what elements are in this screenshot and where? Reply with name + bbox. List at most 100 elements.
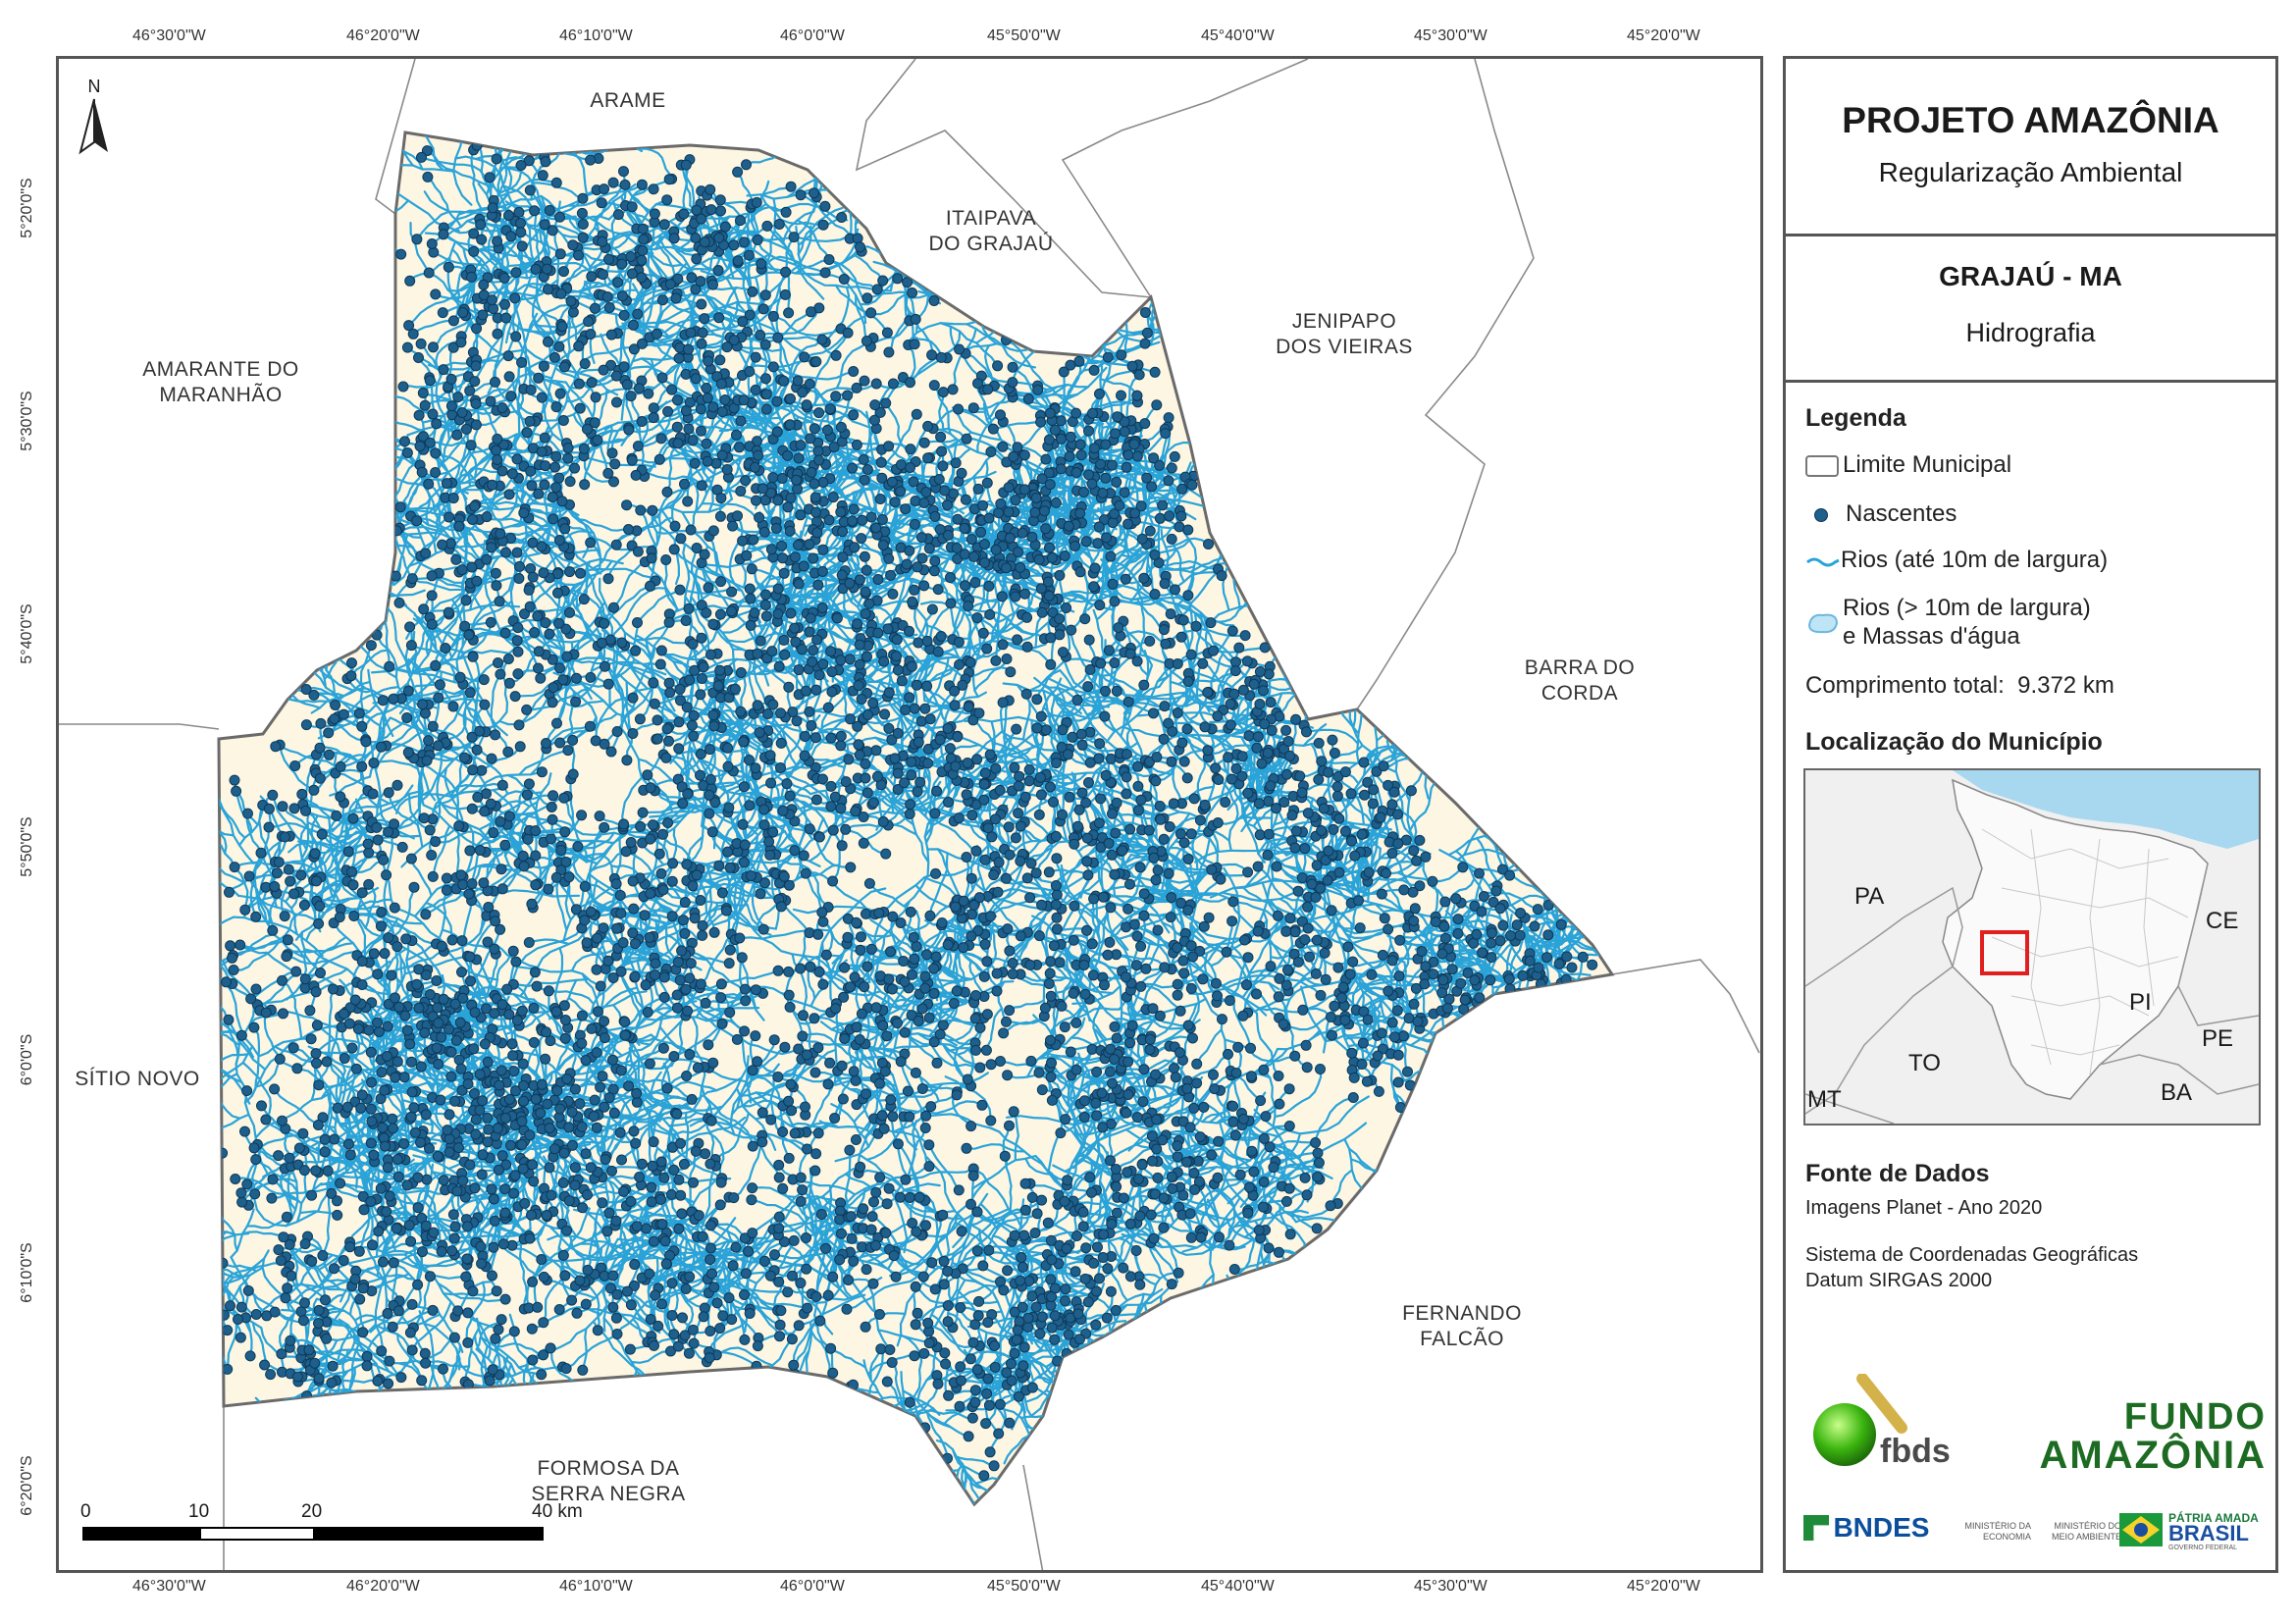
river-segment xyxy=(1351,918,1411,945)
river-segment xyxy=(957,1535,986,1570)
river-segment xyxy=(413,1429,441,1474)
river-segment xyxy=(430,59,468,113)
river-segment xyxy=(286,938,308,1001)
neighbor-boundaries xyxy=(59,59,1760,1570)
river-segment xyxy=(219,1333,222,1376)
river-segment xyxy=(254,808,273,871)
river-segment xyxy=(180,1089,188,1171)
river-segment xyxy=(219,916,235,972)
river-segment xyxy=(425,901,454,942)
river-segment xyxy=(497,1402,527,1437)
river-segment xyxy=(129,1021,182,1036)
river-segment xyxy=(1212,1188,1278,1250)
river-segment xyxy=(303,948,362,983)
river-segment xyxy=(431,1419,499,1430)
river-segment xyxy=(155,812,174,844)
river-segment xyxy=(143,1146,193,1186)
river-segment xyxy=(233,941,280,971)
river-segment xyxy=(737,134,773,140)
river-segment xyxy=(483,1384,516,1408)
river-segment xyxy=(864,913,909,946)
river-segment xyxy=(466,1311,492,1360)
river-segment xyxy=(446,915,488,954)
river-segment xyxy=(1056,1355,1118,1387)
river-segment xyxy=(802,76,855,120)
river-segment xyxy=(890,697,923,723)
river-segment xyxy=(411,577,467,592)
river-segment xyxy=(1261,541,1273,605)
river-segment xyxy=(551,1394,624,1408)
river-segment xyxy=(796,219,831,261)
river-segment xyxy=(890,916,905,965)
river-segment xyxy=(232,916,324,958)
river-segment xyxy=(340,535,369,583)
river-segment xyxy=(1089,1371,1121,1409)
river-segment xyxy=(1166,326,1213,346)
river-segment xyxy=(895,1445,931,1464)
river-segment xyxy=(1045,1388,1101,1413)
river-segment xyxy=(429,1446,446,1504)
river-segment xyxy=(219,515,263,564)
river-segment xyxy=(1193,611,1213,647)
river-segment xyxy=(1272,1168,1309,1196)
river-segment xyxy=(153,818,210,826)
river-segment xyxy=(240,556,331,583)
river-segment xyxy=(477,770,544,793)
river-segment xyxy=(990,1557,1003,1570)
river-segment xyxy=(1028,1182,1042,1232)
river-segment xyxy=(488,950,515,996)
river-segment xyxy=(327,507,358,558)
river-segment xyxy=(393,907,448,948)
river-segment xyxy=(307,580,334,611)
river-segment xyxy=(219,1099,224,1155)
river-segment xyxy=(1394,693,1405,751)
river-segment xyxy=(1409,1082,1470,1109)
river-segment xyxy=(1270,597,1296,660)
river-segment xyxy=(245,1216,288,1230)
river-segment xyxy=(435,1306,464,1353)
river-segment xyxy=(345,1399,411,1432)
river-segment xyxy=(1274,1068,1323,1119)
river-segment xyxy=(1182,339,1217,363)
river-segment xyxy=(413,882,464,917)
river-segment xyxy=(376,1077,434,1099)
river-segment xyxy=(119,963,142,989)
river-segment xyxy=(1368,1194,1404,1255)
river-segment xyxy=(249,876,257,918)
river-segment xyxy=(308,1396,337,1430)
river-segment xyxy=(264,574,325,597)
river-segment xyxy=(974,643,1005,658)
river-segment xyxy=(559,132,602,152)
river-segment xyxy=(597,439,609,475)
river-segment xyxy=(1003,1434,1031,1465)
river-segment xyxy=(543,59,566,70)
river-segment xyxy=(1452,720,1528,732)
river-segment xyxy=(312,968,348,987)
river-segment xyxy=(665,445,678,494)
river-segment xyxy=(807,88,853,122)
river-segment xyxy=(219,846,246,884)
river-segment xyxy=(405,942,438,962)
river-segment xyxy=(137,796,167,817)
river-segment xyxy=(380,911,425,925)
river-segment xyxy=(721,132,768,133)
river-segment xyxy=(419,1436,443,1475)
river-segment xyxy=(818,81,852,114)
river-segment xyxy=(938,391,945,432)
river-segment xyxy=(791,1178,817,1213)
map-frame xyxy=(56,56,1763,1573)
river-segment xyxy=(361,917,399,963)
river-segment xyxy=(476,1317,516,1375)
river-segment xyxy=(1188,330,1224,379)
river-segment xyxy=(1441,1024,1460,1074)
river-segment xyxy=(895,1459,908,1504)
river-segment xyxy=(245,812,263,855)
river-segment xyxy=(677,256,740,279)
river-segment xyxy=(339,908,383,916)
river-segment xyxy=(1522,830,1564,854)
river-segment xyxy=(340,477,397,505)
river-segment xyxy=(1166,1235,1221,1256)
river-segment xyxy=(342,686,400,716)
river-segment xyxy=(475,1318,503,1351)
river-segment xyxy=(479,1399,494,1431)
